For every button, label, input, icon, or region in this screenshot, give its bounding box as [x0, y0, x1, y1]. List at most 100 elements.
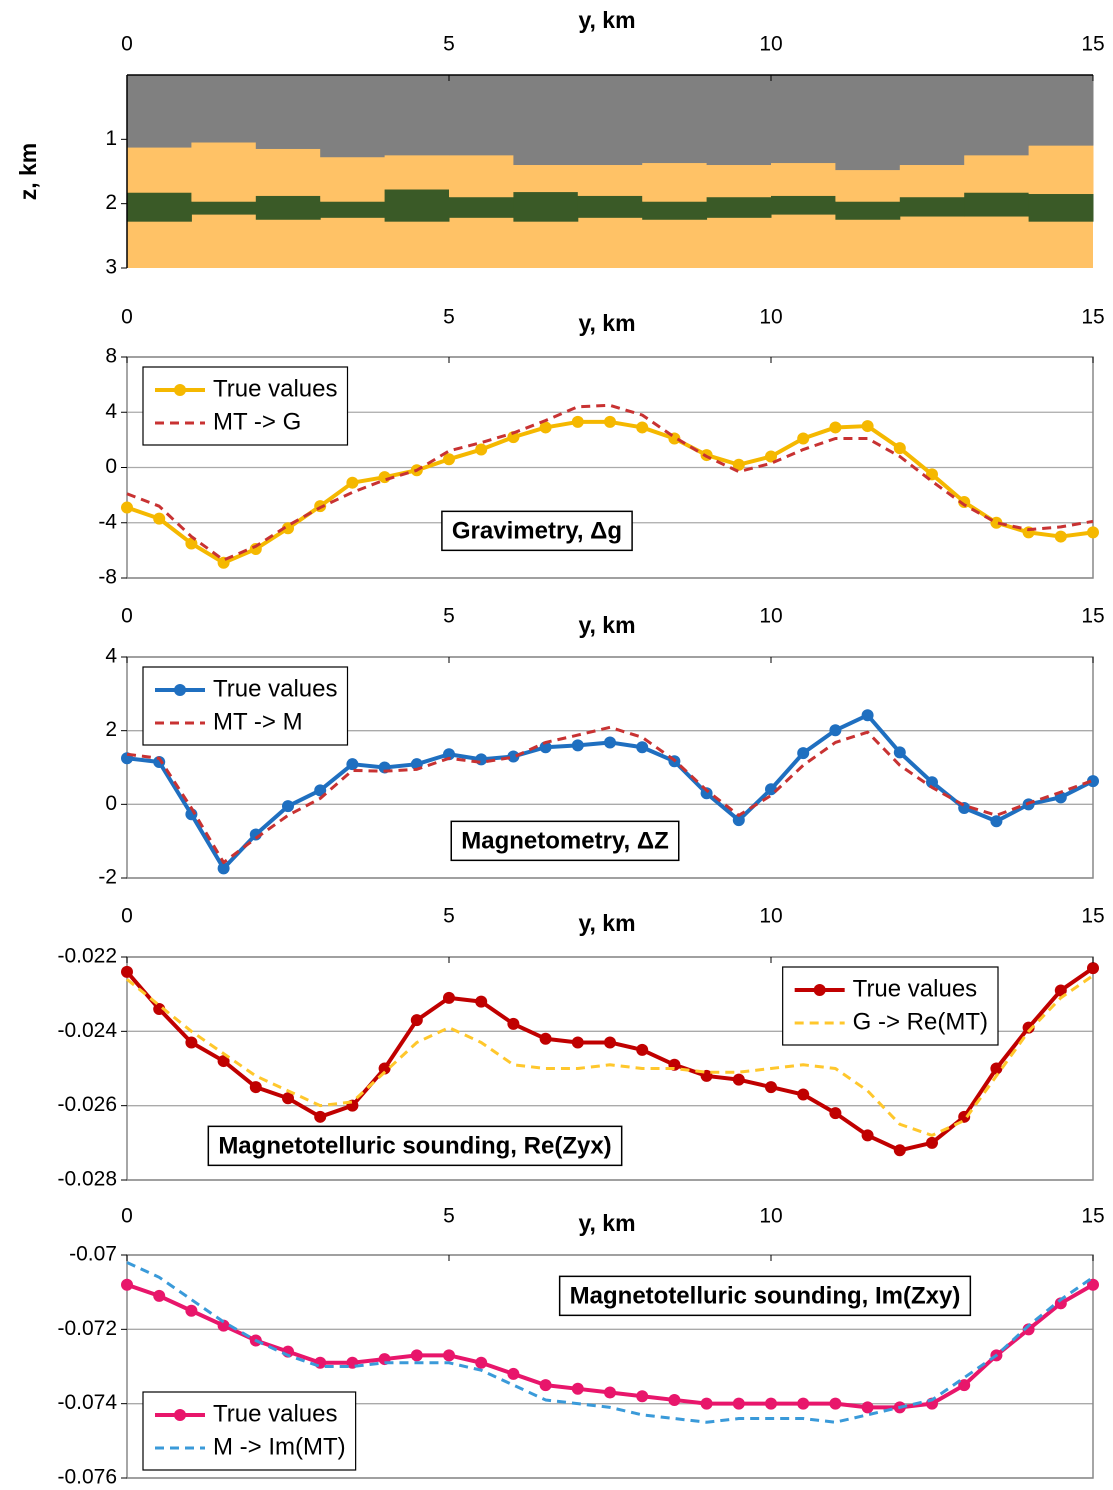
- data-point: [636, 1390, 648, 1402]
- layer-block: [578, 165, 643, 196]
- layer-block: [1029, 146, 1094, 194]
- y-tick-label: 0: [105, 455, 117, 478]
- data-point: [572, 1036, 584, 1048]
- data-point: [862, 1129, 874, 1141]
- data-point: [636, 421, 648, 433]
- x-tick-label: 15: [1081, 905, 1104, 928]
- x-tick-label: 0: [121, 33, 133, 56]
- y-axis-title: z, km: [15, 143, 41, 201]
- x-tick-label: 0: [121, 1205, 133, 1228]
- data-point: [507, 1368, 519, 1380]
- layer-block: [964, 193, 1029, 217]
- layer-block: [385, 75, 450, 155]
- x-tick-label: 0: [121, 905, 133, 928]
- data-point: [990, 815, 1002, 827]
- layer-block: [1029, 194, 1094, 222]
- legend-label: True values: [853, 975, 978, 1002]
- data-point: [733, 1398, 745, 1410]
- legend: True valuesMT -> G: [143, 367, 348, 445]
- layer-block: [256, 75, 321, 149]
- data-point: [314, 1357, 326, 1369]
- layer-block: [707, 165, 772, 197]
- layer-block: [835, 170, 900, 202]
- layer-block: [385, 155, 450, 189]
- layer-block: [964, 155, 1029, 192]
- x-axis-title: y, km: [578, 1210, 635, 1236]
- data-point: [990, 1063, 1002, 1075]
- data-point: [218, 862, 230, 874]
- layer-block: [127, 193, 192, 222]
- layer-block: [578, 196, 643, 218]
- legend-marker: [174, 684, 186, 696]
- y-tick-label: -0.028: [57, 1168, 117, 1191]
- y-tick-label: -0.076: [57, 1466, 117, 1489]
- layer-block: [707, 197, 772, 218]
- layer-block: [320, 75, 385, 157]
- y-tick-label: -0.026: [57, 1093, 117, 1116]
- data-point: [443, 1349, 455, 1361]
- data-point: [475, 1357, 487, 1369]
- layer-block: [964, 75, 1029, 155]
- x-tick-label: 15: [1081, 605, 1104, 628]
- data-point: [765, 1398, 777, 1410]
- data-point: [314, 1111, 326, 1123]
- x-axis-title: y, km: [578, 612, 635, 638]
- layer-block: [449, 155, 514, 197]
- x-tick-label: 0: [121, 306, 133, 329]
- data-point: [346, 758, 358, 770]
- data-point: [604, 416, 616, 428]
- x-tick-label: 5: [443, 1205, 455, 1228]
- x-tick-label: 0: [121, 605, 133, 628]
- y-tick-label: -0.024: [57, 1019, 117, 1042]
- data-point: [250, 1081, 262, 1093]
- data-point: [475, 996, 487, 1008]
- data-point: [282, 800, 294, 812]
- data-point: [829, 421, 841, 433]
- y-tick-label: -2: [98, 866, 117, 889]
- x-axis-title: y, km: [578, 7, 635, 33]
- x-tick-label: 5: [443, 605, 455, 628]
- data-point: [507, 1018, 519, 1030]
- x-tick-label: 10: [759, 33, 782, 56]
- layer-block: [191, 75, 256, 143]
- x-tick-label: 15: [1081, 33, 1104, 56]
- annotation: Magnetometry, ΔZ: [461, 827, 669, 854]
- data-point: [604, 1387, 616, 1399]
- layer-block: [900, 197, 965, 216]
- layer-block: [320, 202, 385, 218]
- data-point: [797, 432, 809, 444]
- data-point: [701, 1398, 713, 1410]
- data-point: [540, 1379, 552, 1391]
- x-tick-label: 10: [759, 1205, 782, 1228]
- data-point: [1087, 526, 1099, 538]
- legend-marker: [174, 384, 186, 396]
- y-tick-label: -0.074: [57, 1391, 117, 1414]
- data-point: [1055, 531, 1067, 543]
- legend: True valuesMT -> M: [143, 667, 348, 745]
- data-point: [636, 741, 648, 753]
- legend-label: True values: [213, 1400, 338, 1427]
- legend-label: True values: [213, 675, 338, 702]
- data-point: [894, 442, 906, 454]
- x-tick-label: 10: [759, 605, 782, 628]
- layer-block: [385, 190, 450, 222]
- y-tick-label: 3: [105, 256, 117, 279]
- x-tick-label: 5: [443, 905, 455, 928]
- layer-block: [835, 75, 900, 170]
- layer-block: [1029, 75, 1094, 146]
- data-point: [572, 739, 584, 751]
- data-point: [862, 420, 874, 432]
- x-tick-label: 15: [1081, 306, 1104, 329]
- data-point: [121, 966, 133, 978]
- data-point: [411, 1349, 423, 1361]
- data-point: [185, 1305, 197, 1317]
- data-point: [475, 444, 487, 456]
- data-point: [475, 753, 487, 765]
- y-tick-label: 2: [105, 191, 117, 214]
- layer-block: [449, 197, 514, 218]
- legend-marker: [174, 1409, 186, 1421]
- data-point: [862, 1401, 874, 1413]
- x-tick-label: 10: [759, 306, 782, 329]
- data-point: [862, 709, 874, 721]
